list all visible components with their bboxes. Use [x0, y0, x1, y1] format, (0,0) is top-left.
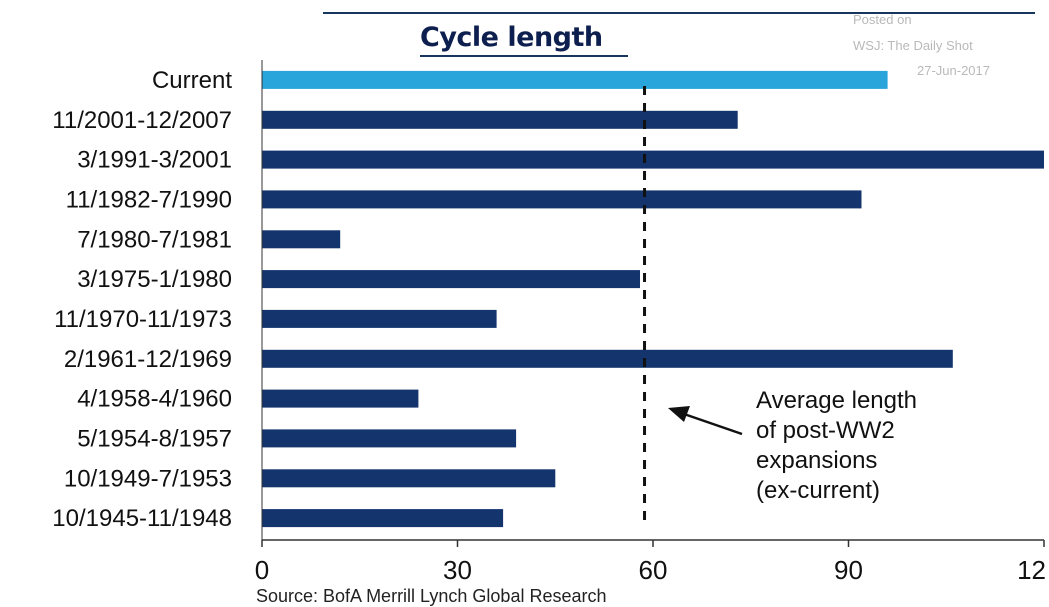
- category-label: 11/1982-7/1990: [66, 186, 232, 213]
- x-tick-label: 60: [639, 555, 668, 585]
- annotation-text-line: Average length: [756, 387, 917, 414]
- title-underline: [420, 55, 628, 57]
- x-tick-label: 0: [255, 555, 269, 585]
- x-tick-label: 30: [443, 555, 472, 585]
- watermark-source: WSJ: The Daily Shot: [853, 38, 973, 53]
- bar-4-1958-4-1960: [262, 389, 419, 408]
- category-label: 10/1945-11/1948: [52, 505, 232, 532]
- category-label: 11/1970-11/1973: [54, 306, 232, 333]
- chart-title: Cycle length: [420, 22, 603, 53]
- category-label: 3/1975-1/1980: [77, 266, 232, 293]
- bar-11-2001-12-2007: [262, 110, 738, 129]
- annotation-text-line: (ex-current): [756, 477, 880, 504]
- annotation-text-line: of post-WW2: [756, 417, 895, 444]
- x-tick-label: 90: [834, 555, 863, 585]
- bar-11-1982-7-1990: [262, 190, 862, 209]
- bar-10-1945-11-1948: [262, 509, 504, 528]
- category-label: 4/1958-4/1960: [77, 386, 232, 413]
- bar-10-1949-7-1953: [262, 469, 556, 488]
- bar-3-1991-3-2001: [262, 150, 1044, 169]
- annotation-arrow-shaft: [683, 412, 743, 436]
- x-tick-label: 12: [1017, 555, 1046, 585]
- bar-11-1970-11-1973: [262, 309, 497, 328]
- watermark-date: 27-Jun-2017: [917, 63, 990, 78]
- bar-current: [262, 70, 888, 89]
- category-label: 7/1980-7/1981: [77, 226, 232, 253]
- category-label: 3/1991-3/2001: [77, 147, 232, 174]
- category-label: 2/1961-12/1969: [64, 346, 232, 373]
- bar-3-1975-1-1980: [262, 270, 640, 289]
- category-label: 10/1949-7/1953: [64, 465, 232, 492]
- title-top-rule: [323, 12, 1035, 14]
- category-label: Current: [152, 67, 232, 94]
- bar-7-1980-7-1981: [262, 230, 341, 249]
- category-label: 5/1954-8/1957: [77, 425, 232, 452]
- category-label: 11/2001-12/2007: [52, 107, 232, 134]
- source-note: Source: BofA Merrill Lynch Global Resear…: [256, 586, 607, 606]
- bar-2-1961-12-1969: [262, 349, 953, 368]
- annotation-arrow-head: [668, 406, 690, 422]
- bar-5-1954-8-1957: [262, 429, 517, 448]
- annotation-text-line: expansions: [756, 447, 877, 474]
- watermark-posted-on: Posted on: [853, 12, 912, 27]
